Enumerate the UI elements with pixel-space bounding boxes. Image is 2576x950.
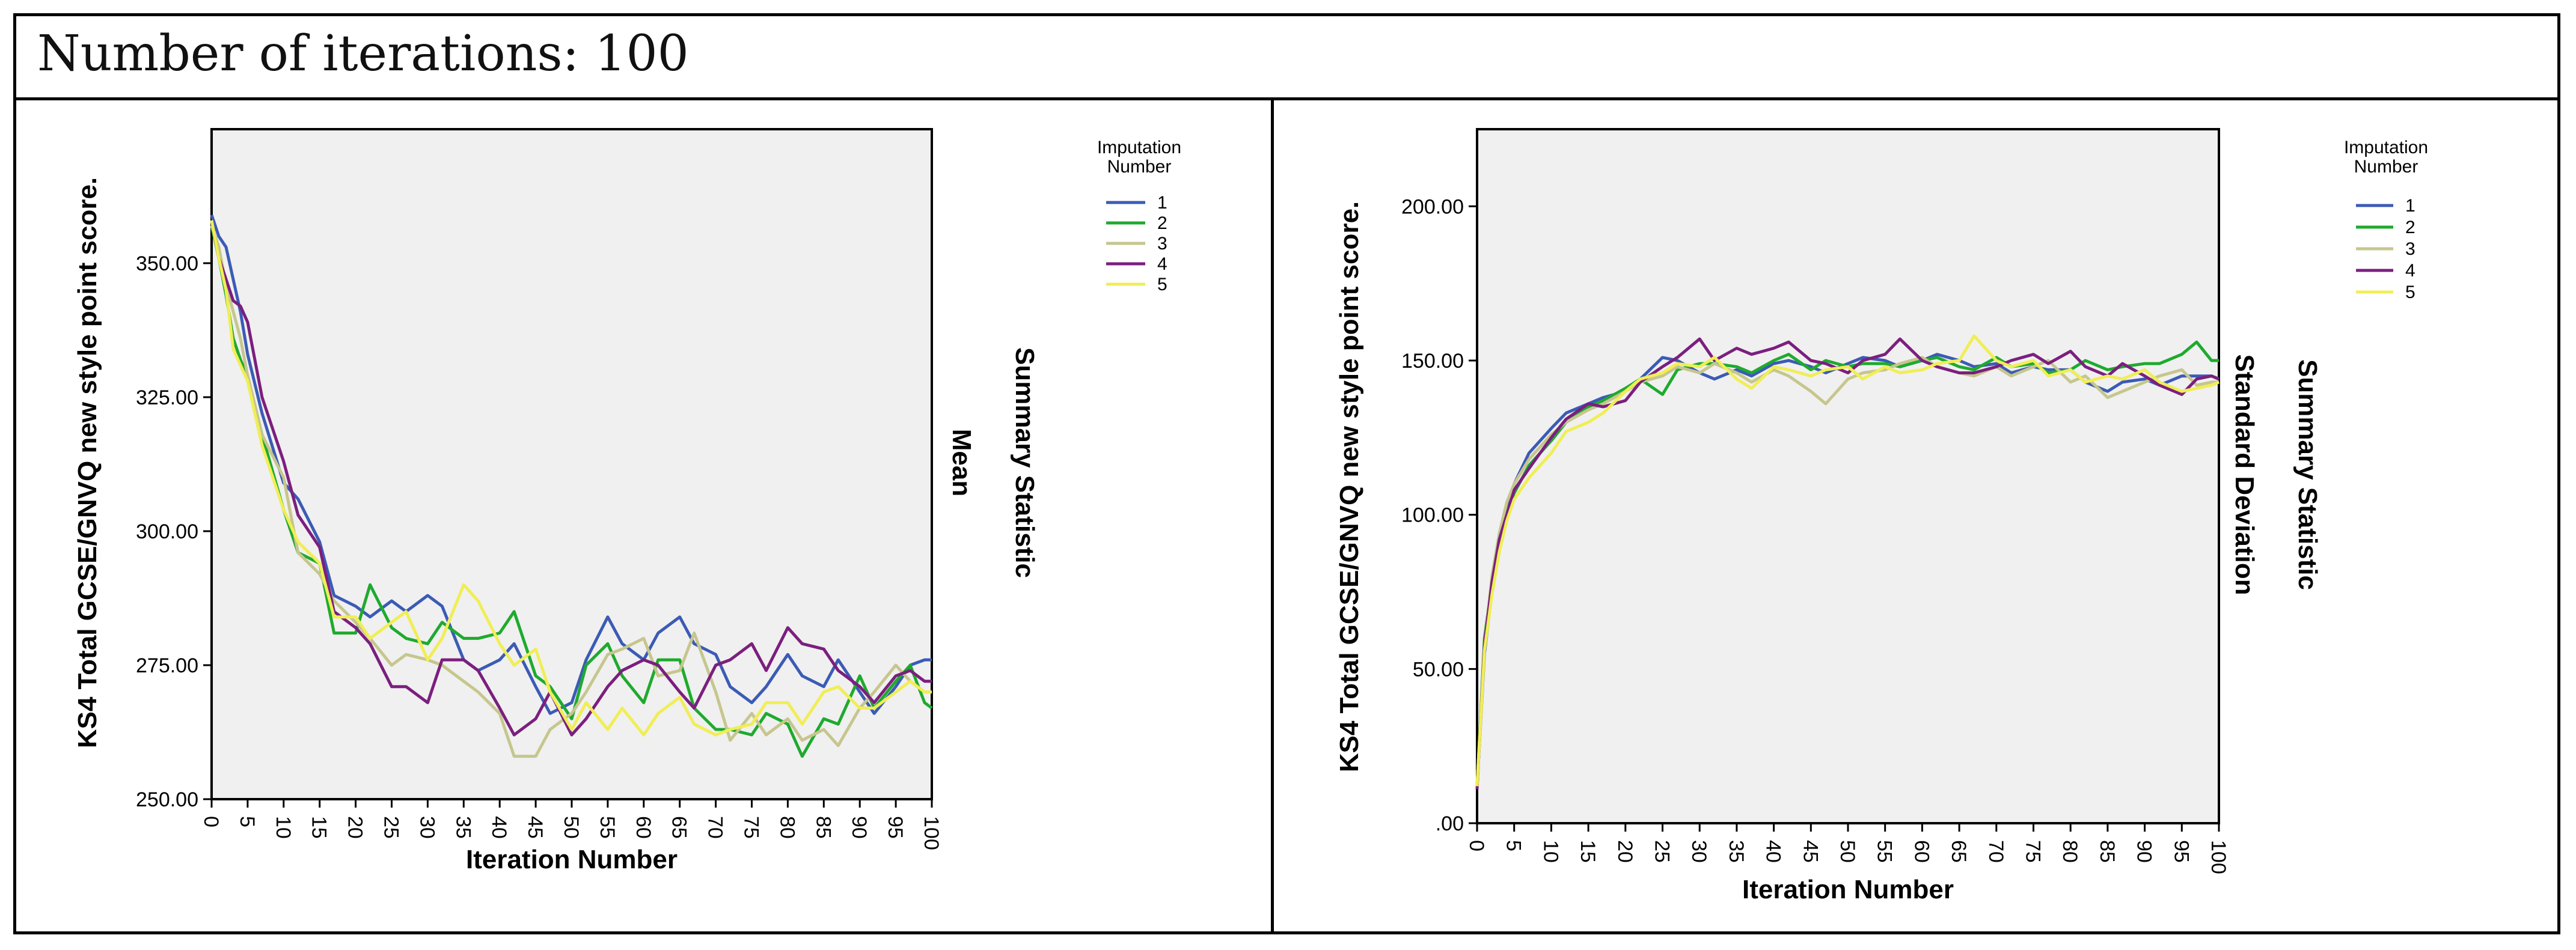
series-line-4 [1475,337,2220,790]
x-tick-label: 25 [380,816,403,839]
x-tick-label: 95 [884,816,907,839]
y-tick-label: 350.00 [136,252,198,275]
x-tick-label: 25 [1651,840,1674,863]
page-title: Number of iterations: 100 [37,25,689,82]
x-tick-label: 0 [1465,840,1488,851]
plot-area [1476,128,2220,824]
x-tick-label: 5 [1502,840,1525,851]
series-line-5 [210,220,932,737]
x-tick-label: 80 [2058,840,2081,863]
legend-title-line1: Imputation [2344,138,2428,157]
x-tick-label: 85 [2096,840,2119,863]
x-tick-label: 0 [200,816,222,827]
series-line-5 [1475,334,2220,787]
x-tick-label: 30 [415,816,438,839]
legend-title-line2: Number [1107,157,1172,177]
x-tick-label: 35 [451,816,474,839]
x-tick-label: 35 [1725,840,1748,863]
x-axis-title: Iteration Number [1742,875,1954,904]
x-tick-label: 15 [1576,840,1599,863]
summary-statistic-label: Summary Statistic [2293,359,2322,590]
series-line-3 [210,225,932,758]
x-tick-label: 20 [344,816,367,839]
x-tick-label: 30 [1687,840,1710,863]
legend-title-line1: Imputation [1097,138,1181,157]
summary-statistic-name: Standard Deviation [2230,355,2259,595]
legend-label: 2 [2405,218,2415,237]
y-tick-label: 275.00 [136,654,198,677]
x-tick-label: 20 [1614,840,1636,863]
legend-label: 3 [1157,234,1167,254]
x-tick-label: 50 [1836,840,1859,863]
y-tick-label: 250.00 [136,788,198,811]
y-axis-title: KS4 Total GCSE/GNVQ new style point scor… [73,177,102,748]
x-tick-label: 80 [776,816,798,839]
x-tick-label: 70 [704,816,727,839]
plot-area [210,128,933,800]
y-tick-label: 150.00 [1401,350,1464,373]
series-line-2 [1475,340,2219,787]
y-tick-label: 200.00 [1401,195,1464,218]
x-tick-label: 60 [1910,840,1933,863]
x-tick-label: 65 [1947,840,1970,863]
y-tick-label: 325.00 [136,386,198,409]
legend-label: 5 [1157,275,1167,294]
x-axis-title: Iteration Number [466,845,678,874]
x-tick-label: 10 [1539,840,1562,863]
summary-statistic-label: Summary Statistic [1010,347,1039,578]
x-tick-label: 40 [488,816,510,839]
x-tick-label: 45 [1799,840,1822,863]
series-line-1 [210,214,932,715]
legend-label: 2 [1157,213,1167,233]
x-tick-label: 90 [2133,840,2156,863]
legend-label: 3 [2405,239,2415,259]
x-tick-label: 55 [1873,840,1896,863]
legend-label: 5 [2405,282,2415,302]
x-tick-label: 50 [560,816,583,839]
x-tick-label: 90 [848,816,870,839]
summary-statistic-name: Mean [947,429,976,496]
x-tick-label: 10 [272,816,295,839]
y-tick-label: .00 [1436,812,1464,835]
x-tick-label: 100 [920,816,943,850]
x-tick-label: 5 [236,816,259,827]
x-tick-label: 95 [2170,840,2192,863]
legend-title-line2: Number [2354,157,2418,177]
y-tick-label: 50.00 [1413,658,1464,681]
x-tick-label: 45 [524,816,546,839]
x-tick-label: 15 [308,816,331,839]
x-tick-label: 70 [1984,840,2007,863]
legend-label: 1 [1157,193,1167,213]
x-tick-label: 60 [632,816,655,839]
legend-label: 4 [2405,261,2415,281]
legend-label: 4 [1157,254,1167,274]
y-tick-label: 300.00 [136,520,198,543]
x-tick-label: 40 [1762,840,1785,863]
header-bar: Number of iterations: 100 [13,13,2560,100]
x-tick-label: 75 [740,816,763,839]
outer-frame [13,13,2560,934]
y-tick-label: 100.00 [1401,504,1464,527]
x-tick-label: 100 [2207,840,2230,874]
legend-label: 1 [2405,196,2415,216]
x-tick-label: 85 [812,816,834,839]
x-tick-label: 55 [596,816,619,839]
panel-divider [1271,99,1274,933]
x-tick-label: 75 [2022,840,2045,863]
x-tick-label: 65 [668,816,691,839]
y-axis-title: KS4 Total GCSE/GNVQ new style point scor… [1335,201,1364,772]
